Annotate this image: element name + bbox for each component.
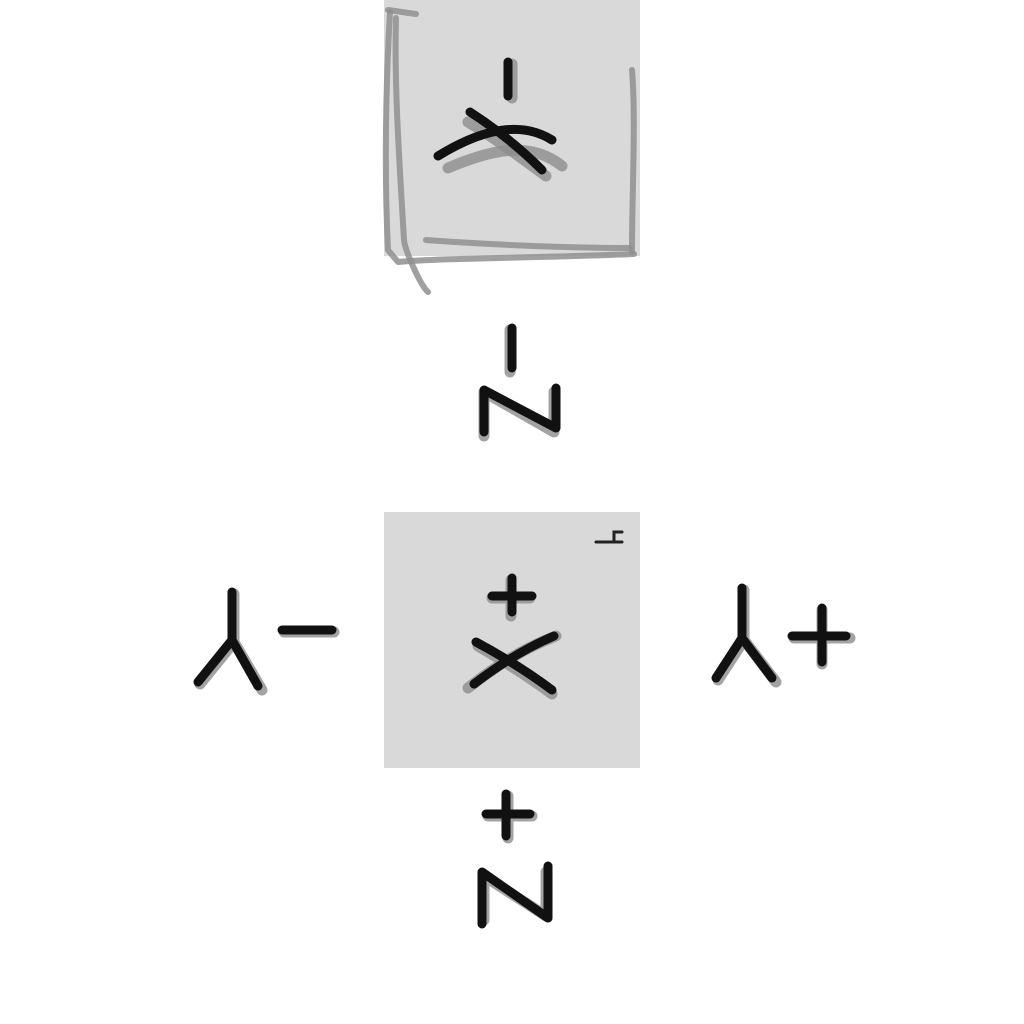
front-face-tile	[384, 512, 640, 768]
front-face-corner-mark	[594, 530, 624, 544]
back-face-tile	[382, 0, 640, 295]
y-positive-label-glyph	[711, 583, 856, 688]
y-negative-label-glyph	[193, 587, 340, 696]
z-negative-label-glyph	[478, 323, 561, 442]
back-face-label-glyph	[433, 57, 568, 182]
z-positive-label-glyph	[477, 789, 553, 929]
front-face-label-glyph	[462, 573, 562, 700]
